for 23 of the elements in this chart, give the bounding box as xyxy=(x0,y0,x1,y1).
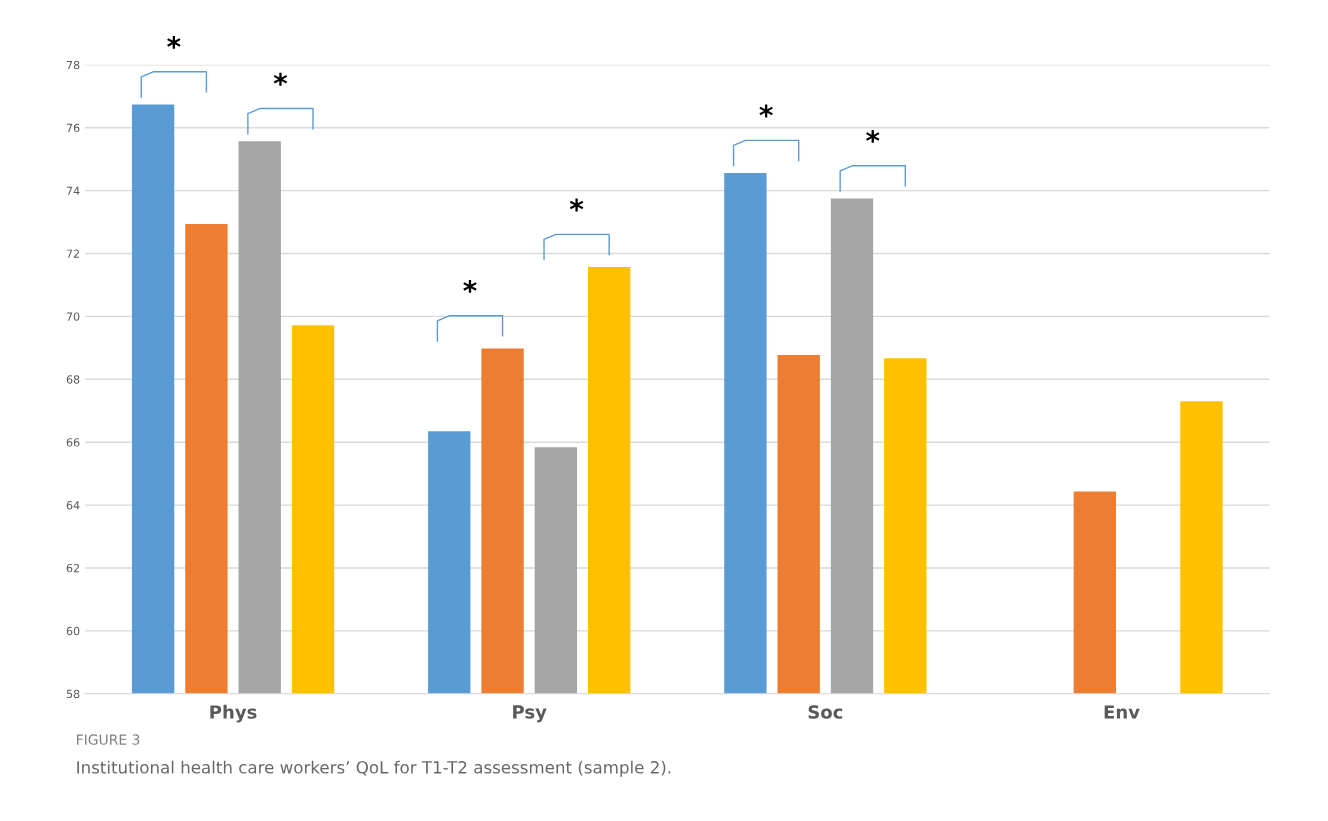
annotation: * xyxy=(569,198,584,212)
y-tick-label: 60 xyxy=(66,626,80,636)
y-tick-label: 66 xyxy=(66,438,80,447)
annotation: * xyxy=(759,104,773,118)
y-tick-label: 72 xyxy=(66,249,80,258)
x-tick-label: Phys xyxy=(210,704,257,723)
text: * xyxy=(167,35,181,49)
y-tick-label: 64 xyxy=(66,501,80,510)
x-tick-label: Soc xyxy=(808,705,843,719)
y-tick-label: 74 xyxy=(66,186,80,195)
y-tick-label: 68 xyxy=(66,375,80,384)
y-tick-label: 78 xyxy=(66,60,80,70)
x-tick-label: Psy xyxy=(513,705,547,723)
y-tick-label: 58 xyxy=(66,689,80,699)
text: Institutional health care workers’ QoL for T1-T2 assessment (sample 2). xyxy=(77,760,671,777)
x-tick-label: Env xyxy=(1104,705,1140,719)
annotation: * xyxy=(866,129,880,143)
y-tick-label: 70 xyxy=(66,312,80,321)
annotation: * xyxy=(463,279,477,293)
text: FIGURE 3 xyxy=(77,734,140,745)
y-tick-label: 62 xyxy=(66,563,80,573)
y-tick-label: 76 xyxy=(66,123,80,133)
annotation: * xyxy=(273,72,288,86)
